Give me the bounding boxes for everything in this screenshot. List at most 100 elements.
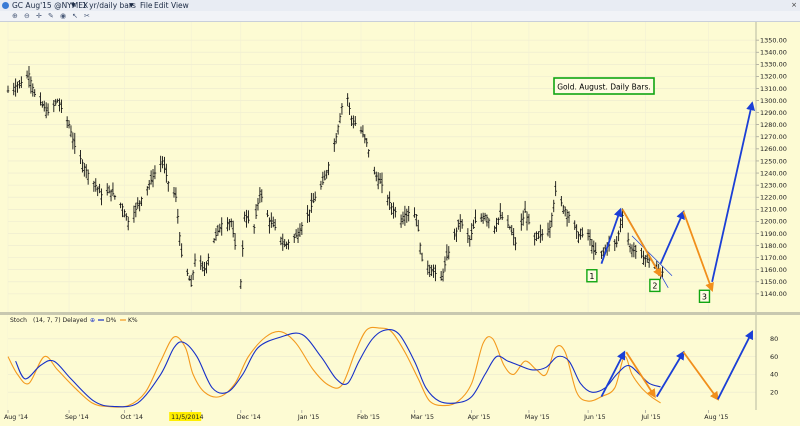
price-plot-area <box>8 22 756 312</box>
time-tick-label: Jan '15 <box>297 414 319 421</box>
price-bar <box>453 228 456 240</box>
price-bar <box>81 159 84 173</box>
menu-edit[interactable]: Edit <box>154 1 169 10</box>
stoch-settings-icon[interactable]: ⊕ <box>90 317 95 324</box>
price-tick-label: 1160.00 <box>760 266 787 274</box>
price-bar <box>390 202 393 215</box>
channel-line <box>631 235 673 276</box>
price-bar <box>125 213 128 221</box>
price-bar <box>94 178 98 192</box>
price-bar <box>352 115 355 129</box>
crosshair-icon[interactable]: ✛ <box>36 12 42 20</box>
price-bar <box>241 240 245 257</box>
stoch-label: Stoch <box>10 317 27 324</box>
cursor-icon[interactable]: ↖ <box>72 12 78 20</box>
price-bar <box>432 264 435 278</box>
price-bar <box>216 224 220 236</box>
price-bar <box>626 232 630 246</box>
price-bar <box>346 93 349 107</box>
price-bar <box>296 227 300 244</box>
price-bar <box>514 237 517 251</box>
time-tick-label: Apr '15 <box>468 414 491 421</box>
close-icon[interactable]: × <box>791 1 797 9</box>
price-bar <box>619 218 622 233</box>
price-bar <box>260 189 264 203</box>
price-bar <box>243 211 246 222</box>
price-bar <box>145 186 149 196</box>
price-bar <box>565 209 569 227</box>
price-bar <box>546 222 550 237</box>
price-tick-label: 1180.00 <box>760 242 787 250</box>
draw-icon[interactable]: ✎ <box>48 12 54 20</box>
price-bar <box>521 210 525 226</box>
price-bar <box>254 204 258 219</box>
price-bar <box>550 212 554 228</box>
symbol-selector[interactable]: GC Aug'15 @NYMEX <box>12 1 89 10</box>
legend-d-label: D% <box>106 317 117 324</box>
price-bar <box>180 243 183 258</box>
projection-arrow-up <box>659 210 685 265</box>
price-bar <box>308 209 311 223</box>
price-bar <box>487 218 491 229</box>
menu-view[interactable]: View <box>171 1 189 10</box>
time-tick-label: Sep '14 <box>65 414 89 421</box>
price-bar <box>474 209 477 224</box>
symbol-dropdown-icon[interactable]: ▼ <box>71 2 76 9</box>
stoch-legend: Stoch (14, 7, 7) Delayed ⊕ D% K% <box>10 317 138 324</box>
price-bar <box>123 209 126 218</box>
price-bar <box>42 100 46 112</box>
price-bar <box>327 161 330 176</box>
stoch-lines <box>7 326 661 408</box>
price-tick-label: 1320.00 <box>760 73 787 81</box>
interval-selector[interactable]: 1 yr/daily bars <box>82 1 136 10</box>
price-bar <box>388 191 391 211</box>
price-bar <box>485 214 489 227</box>
price-bar <box>126 216 130 231</box>
price-bar <box>16 81 19 93</box>
price-bar <box>468 235 472 247</box>
price-bar <box>577 231 580 244</box>
price-bar <box>52 100 56 113</box>
pane-separator[interactable] <box>0 312 800 315</box>
price-bar <box>60 99 63 113</box>
stoch-tick-label: 80 <box>770 335 778 343</box>
wave-label-2: 2 <box>649 278 661 293</box>
price-bar <box>401 211 405 225</box>
price-bar <box>493 225 496 234</box>
svg-text:3: 3 <box>702 292 707 301</box>
price-bar <box>323 170 327 181</box>
menu-file[interactable]: File <box>140 1 153 10</box>
time-tick-label: Jul '15 <box>640 414 660 421</box>
price-bar <box>579 228 582 240</box>
price-bar <box>466 228 470 243</box>
price-bar <box>642 250 645 265</box>
interval-dropdown-icon[interactable]: ▼ <box>129 2 134 9</box>
eye-icon[interactable]: ◉ <box>60 12 67 20</box>
price-bar <box>535 231 538 242</box>
price-bar <box>6 85 10 94</box>
wave-label-3: 3 <box>698 289 711 303</box>
price-bar <box>107 185 111 194</box>
price-bar <box>376 172 380 190</box>
price-bar <box>33 89 37 97</box>
zoom-out-icon[interactable]: ⊖ <box>24 12 30 20</box>
price-bar <box>159 155 162 173</box>
price-bar <box>313 191 317 202</box>
time-tick-label: Feb '15 <box>357 414 380 421</box>
price-bar <box>567 211 571 224</box>
price-bar <box>140 196 143 207</box>
price-bar <box>245 209 248 228</box>
price-bar <box>403 205 407 226</box>
price-bar <box>380 172 384 194</box>
price-bar <box>191 270 195 281</box>
price-bar <box>187 275 191 281</box>
price-tick-label: 1240.00 <box>760 169 787 177</box>
price-bar <box>586 229 590 241</box>
price-bar <box>418 242 422 255</box>
stoch-arrows <box>600 330 753 401</box>
scissors-icon[interactable]: ✂ <box>84 12 90 20</box>
zoom-in-icon[interactable]: ⊕ <box>12 12 18 20</box>
stoch-tick-label: 60 <box>770 353 778 361</box>
price-bar <box>268 217 271 234</box>
